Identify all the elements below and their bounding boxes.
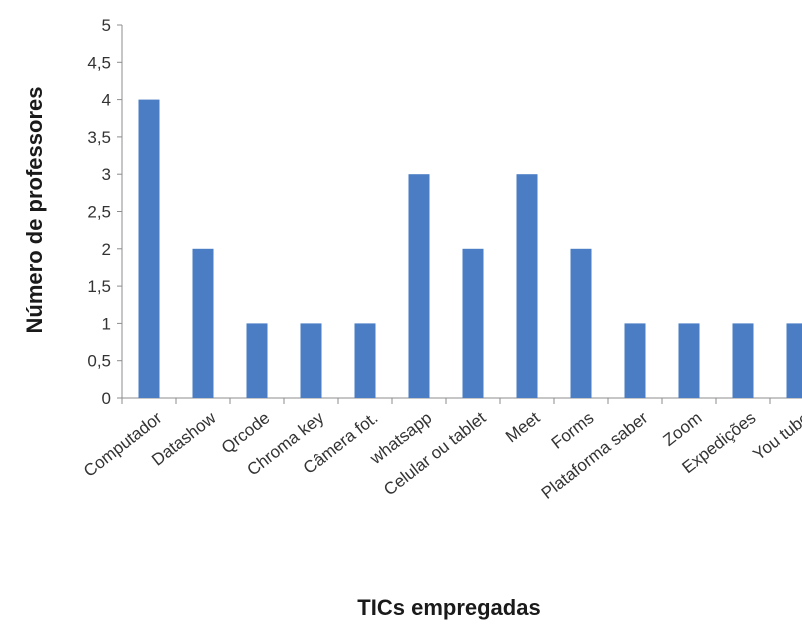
y-tick-label: 0: [102, 389, 111, 408]
y-tick-label: 2,5: [87, 203, 111, 222]
bar: [516, 174, 538, 398]
y-tick-label: 1: [102, 314, 111, 333]
bar: [138, 99, 160, 398]
x-tick-label: You tube: [749, 408, 802, 464]
x-tick-label: Zoom: [660, 408, 706, 450]
x-tick-label: Computador: [80, 408, 166, 481]
y-tick-label: 5: [102, 16, 111, 35]
y-tick-label: 3,5: [87, 128, 111, 147]
bar: [246, 323, 268, 398]
x-axis-title: TICs empregadas: [357, 595, 540, 620]
y-axis: 0 0,5 1 1,5 2 2,5 3 3,5 4 4,5 5: [87, 16, 123, 408]
bar: [354, 323, 376, 398]
bar: [192, 248, 214, 398]
bar: [786, 323, 802, 398]
bar: [678, 323, 700, 398]
x-tick-label: Celular ou tablet: [380, 408, 489, 499]
y-tick-label: 2: [102, 240, 111, 259]
bars: [138, 99, 802, 398]
bar: [732, 323, 754, 398]
x-axis: [121, 397, 802, 404]
y-axis-title: Número de professores: [22, 87, 47, 334]
bar: [408, 174, 430, 398]
y-tick-label: 3: [102, 165, 111, 184]
bar: [570, 248, 592, 398]
bar: [300, 323, 322, 398]
x-tick-label: Meet: [502, 408, 544, 446]
bar: [462, 248, 484, 398]
y-tick-label: 1,5: [87, 277, 111, 296]
bar: [624, 323, 646, 398]
y-tick-label: 4,5: [87, 53, 111, 72]
y-tick-label: 0,5: [87, 352, 111, 371]
y-tick-label: 4: [102, 91, 111, 110]
